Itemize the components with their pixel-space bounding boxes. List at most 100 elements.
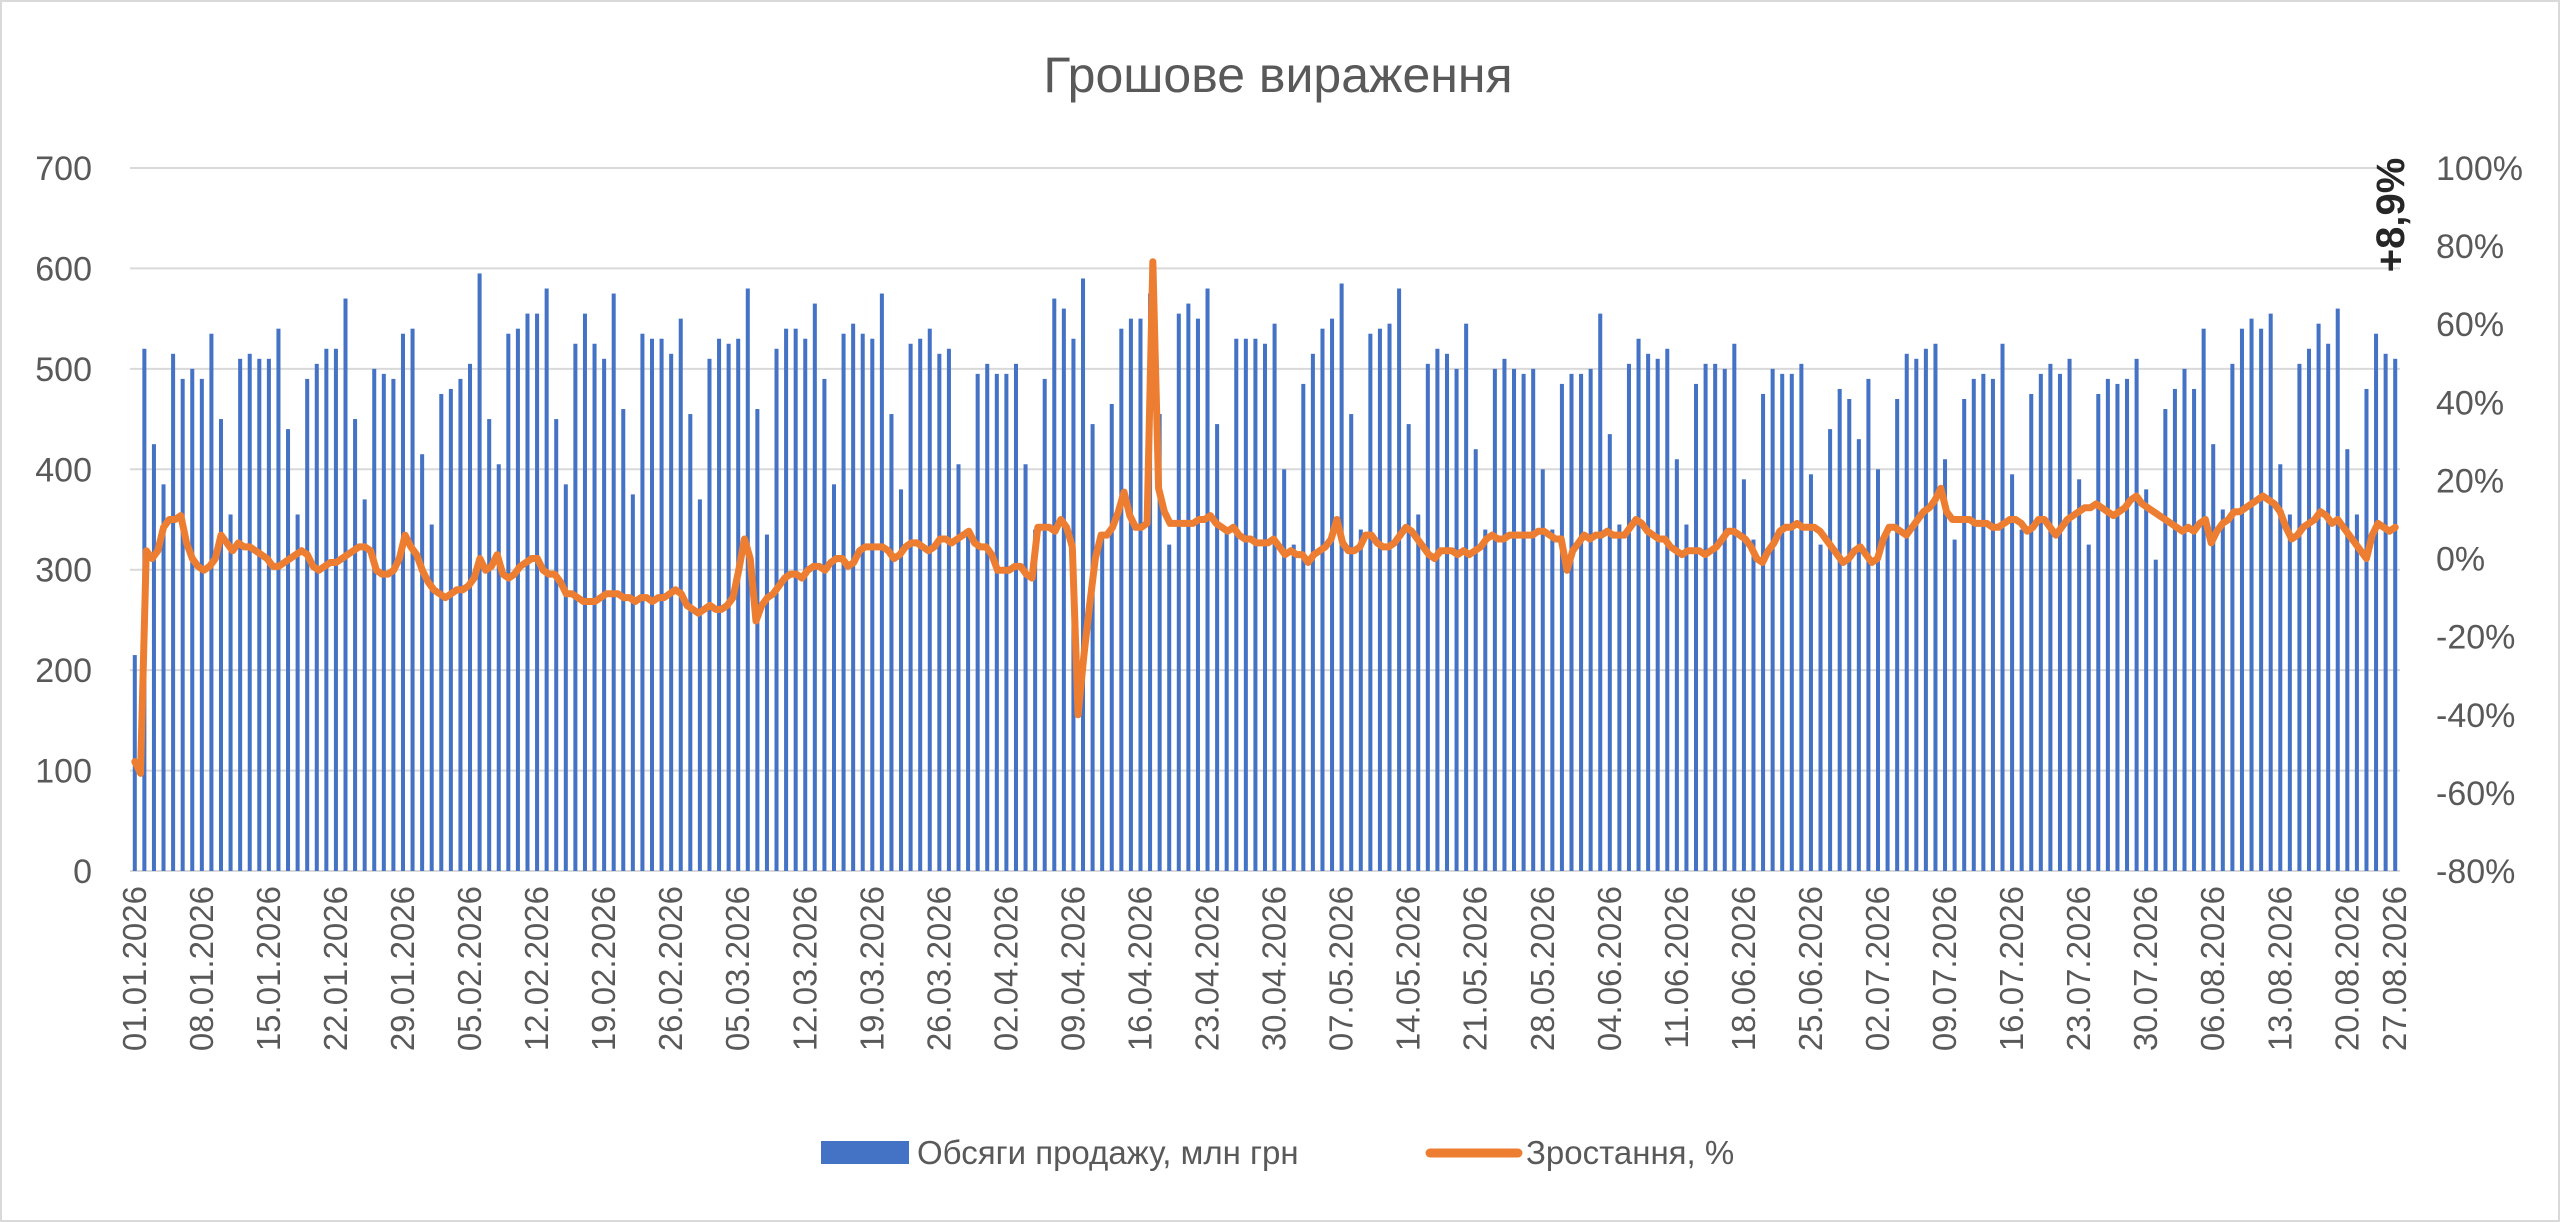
bar [1531,368,1536,871]
bar [1176,313,1181,871]
bar [2048,363,2053,871]
bar [2010,474,2015,871]
bar [2364,388,2369,871]
right-tick-label: -20% [2436,619,2515,657]
x-tick-label: 09.07.2026 [1926,886,1963,1051]
bar [286,429,291,871]
bar [879,293,884,871]
bar [707,358,712,871]
bar [1320,328,1325,872]
bar [956,464,961,871]
x-tick-label: 18.06.2026 [1725,886,1762,1051]
bar [525,313,530,871]
bar [927,328,932,872]
bar [1847,398,1852,871]
bar [468,363,473,871]
bar [2086,544,2091,871]
bar [1904,353,1909,871]
bar [640,333,645,871]
bar [1148,293,1153,871]
bar [381,373,386,871]
bar [2220,509,2225,871]
bar [1081,278,1086,871]
bar [496,464,501,871]
bar [1330,318,1335,872]
bar [1483,529,1488,871]
bar [1559,383,1564,871]
bar [2335,308,2340,872]
x-tick-label: 06.08.2026 [2194,886,2231,1051]
x-tick-label: 26.02.2026 [652,886,689,1051]
bar [2211,444,2216,871]
bar [1550,529,1555,871]
legend-label-growth: Зростання, % [1526,1134,1734,1171]
x-tick-label: 27.08.2026 [2376,886,2413,1051]
bar [1943,459,1948,871]
bar [697,499,702,871]
bar [2345,449,2350,871]
left-tick-label: 0 [73,853,92,891]
bar [1875,469,1881,871]
x-tick-label: 21.05.2026 [1457,886,1494,1051]
x-tick-label: 19.02.2026 [585,886,622,1051]
bar [937,353,942,871]
bar [975,373,980,871]
bar [1694,383,1699,871]
bar [353,419,358,871]
x-tick-label: 08.01.2026 [183,886,220,1051]
bar [1818,544,1823,871]
bar [994,373,999,871]
bar [209,333,214,871]
bar [535,313,540,871]
bar [889,414,894,871]
bar [506,333,511,871]
bar [1090,424,1095,871]
bar [774,348,779,871]
bar [2038,373,2043,871]
bar [1339,283,1344,871]
bar [2182,368,2187,871]
bar [1061,308,1066,872]
bar [899,489,904,871]
bar [2239,328,2244,872]
bar [2000,343,2005,871]
x-tick-label: 11.06.2026 [1658,886,1695,1049]
bar [1004,373,1009,871]
bar [1033,529,1038,871]
right-tick-label: -80% [2436,853,2515,891]
bar [1521,373,1526,871]
bar [1665,348,1670,871]
left-axis-ticks: 0 100 200 300 400 500 600 700 [35,150,92,891]
bar [1473,449,1478,871]
left-tick-label: 100 [35,753,92,791]
bar [1301,383,1306,871]
bar [1444,353,1449,871]
bar [1866,378,1871,871]
bar [582,313,587,871]
bar [2354,514,2359,871]
bar [1512,368,1517,871]
x-tick-label: 28.05.2026 [1524,886,1561,1051]
bar [2230,363,2235,871]
x-tick-label: 16.07.2026 [1993,886,2030,1051]
chart-title: Грошове вираження [1043,47,1512,103]
x-tick-label: 09.04.2026 [1054,886,1091,1051]
bar [2278,464,2283,871]
x-tick-label: 16.04.2026 [1122,886,1159,1051]
bar [2105,378,2110,871]
bar [1416,514,1421,871]
x-tick-label: 22.01.2026 [317,886,354,1051]
x-axis-ticks: 01.01.2026 08.01.2026 15.01.2026 22.01.2026… [116,886,2413,1051]
bar [1761,393,1766,871]
bar [1262,343,1268,871]
bar [1722,368,1727,871]
bar [487,419,492,871]
bar [736,338,741,871]
bar [1703,363,1708,871]
bar [1655,358,1660,871]
bar [793,328,798,872]
bar [1387,323,1392,871]
bar [1971,378,1976,871]
